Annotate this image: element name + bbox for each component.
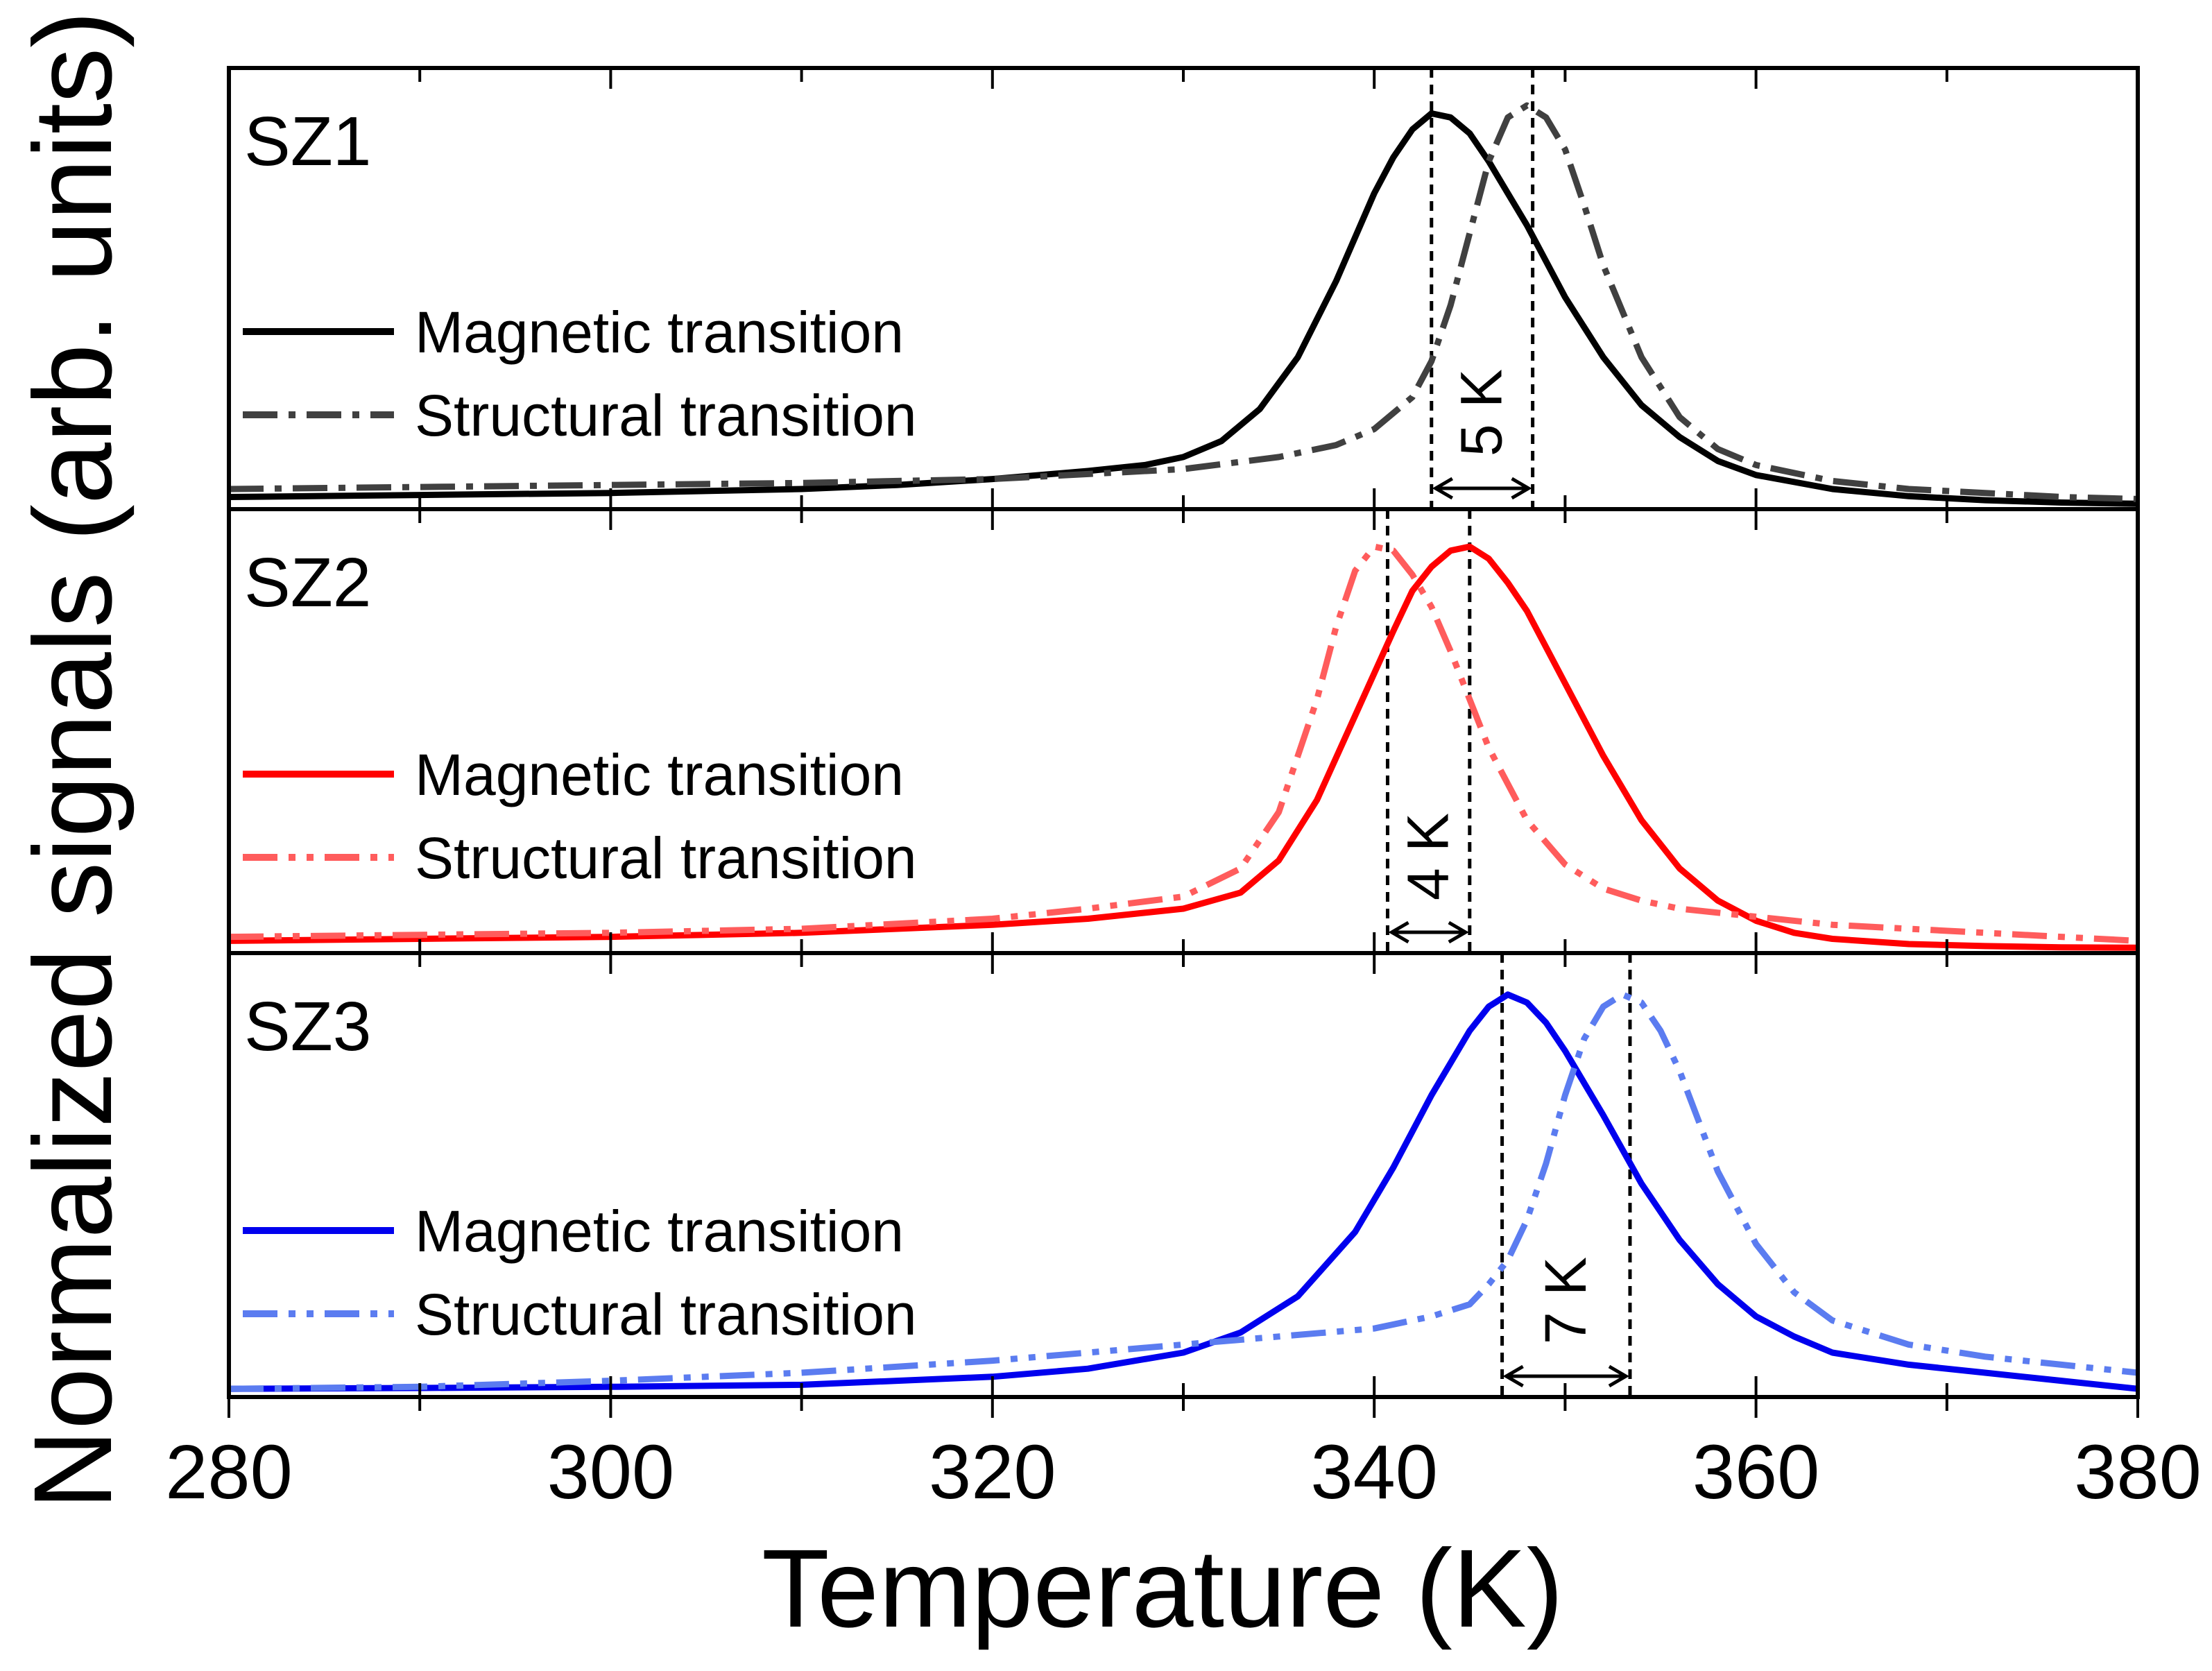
series-structural-line bbox=[228, 991, 2138, 1392]
series-structural-line bbox=[228, 543, 2138, 944]
x-tick-label: 380 bbox=[2074, 1430, 2202, 1515]
x-axis-label: Temperature (K) bbox=[762, 1526, 1563, 1650]
x-tick-label: 360 bbox=[1692, 1430, 1820, 1515]
gap-arrow-head-left bbox=[1432, 477, 1454, 500]
panel-sz3: 7 K SZ3 Magnetic transition Structural tran… bbox=[227, 951, 2140, 1399]
chart-panels: 5 K SZ1 Magnetic transition Structural tran… bbox=[227, 66, 2140, 1399]
x-tick-label: 320 bbox=[929, 1430, 1056, 1515]
panel-label: SZ1 bbox=[244, 103, 371, 180]
legend-label: Magnetic transition bbox=[415, 742, 904, 807]
gap-arrow-head-right bbox=[1511, 477, 1532, 500]
panel-label: SZ2 bbox=[244, 544, 371, 622]
x-tick-label: 300 bbox=[547, 1430, 675, 1515]
gap-arrow-head-right bbox=[1448, 920, 1469, 944]
gap-label: 4 K bbox=[1396, 813, 1461, 900]
panel-sz2: 4 K SZ2 Magnetic transition Structural tran… bbox=[227, 507, 2140, 955]
x-tick-label: 280 bbox=[165, 1430, 293, 1515]
gap-arrow-head-right bbox=[1608, 1364, 1629, 1388]
x-axis: 280 300 320 340 360 380 bbox=[165, 1397, 2202, 1515]
legend-label: Magnetic transition bbox=[415, 1199, 904, 1264]
series-magnetic-line bbox=[228, 543, 2138, 951]
gap-arrow-head-left bbox=[1388, 920, 1409, 944]
gap-label: 7 K bbox=[1533, 1257, 1598, 1344]
x-tick-label: 340 bbox=[1310, 1430, 1438, 1515]
gap-arrow-head-left bbox=[1502, 1364, 1524, 1388]
panel-label: SZ3 bbox=[244, 988, 371, 1065]
legend-label: Structural transition bbox=[415, 383, 917, 448]
panel-sz1: 5 K SZ1 Magnetic transition Structural tran… bbox=[227, 66, 2140, 511]
y-axis-label: Normalized signals (arb. units) bbox=[10, 11, 135, 1510]
legend-label: Structural transition bbox=[415, 1282, 917, 1347]
legend-label: Structural transition bbox=[415, 825, 917, 891]
series-structural-line bbox=[228, 102, 2138, 502]
legend-label: Magnetic transition bbox=[415, 300, 904, 365]
series-magnetic-line bbox=[228, 991, 2138, 1392]
gap-label: 5 K bbox=[1449, 369, 1514, 456]
